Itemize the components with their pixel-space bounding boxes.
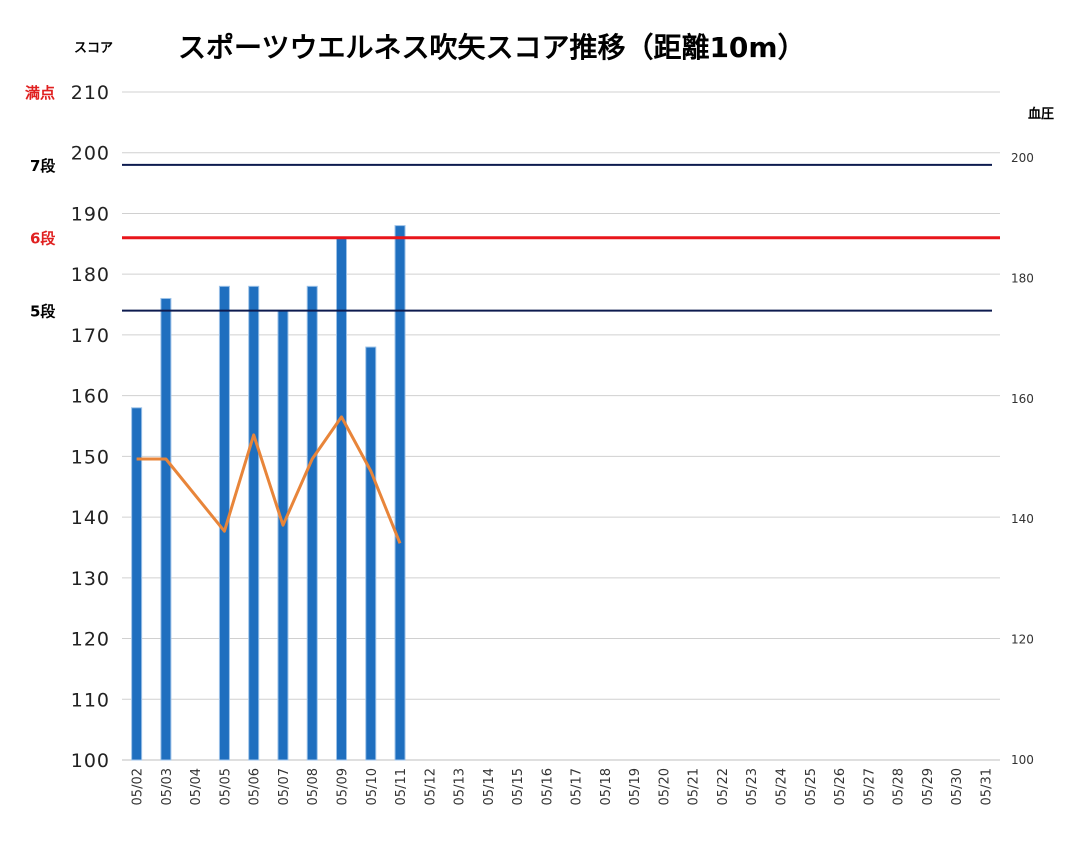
x-tick-label: 05/19 [628, 768, 643, 805]
y-axis-ticks: 100 110 120 130 140 150 160 170 180 190 200 210 [71, 82, 110, 772]
y-axis-label: スコア [74, 41, 113, 56]
y-tick-label: 200 [71, 143, 110, 165]
y2-axis-ticks: 100 120 140 160 180 200 [1011, 151, 1034, 767]
reference-label: 6段 [30, 230, 55, 248]
x-tick-label: 05/11 [394, 768, 409, 805]
y2-tick-label: 120 [1011, 633, 1034, 647]
y-tick-label: 180 [71, 264, 110, 286]
x-tick-label: 05/23 [745, 768, 760, 805]
x-tick-label: 05/27 [862, 768, 877, 805]
bar [306, 285, 318, 761]
line-path [136, 415, 402, 544]
bar [394, 225, 406, 761]
bar-series [131, 225, 406, 761]
bar [131, 407, 143, 761]
x-tick-label: 05/09 [336, 768, 351, 805]
y-tick-label: 140 [71, 507, 110, 529]
x-tick-label: 05/10 [365, 768, 380, 805]
y2-tick-label: 140 [1011, 512, 1034, 526]
x-tick-label: 05/20 [657, 768, 672, 805]
y-tick-label: 190 [71, 203, 110, 225]
y-tick-label: 150 [71, 446, 110, 468]
bar [336, 237, 347, 761]
y2-tick-label: 180 [1011, 271, 1034, 285]
grid [122, 91, 1000, 761]
x-tick-label: 05/21 [687, 768, 702, 805]
y2-tick-label: 160 [1011, 392, 1034, 406]
y2-axis-label: 血圧 [1028, 106, 1054, 122]
y2-tick-label: 100 [1011, 753, 1034, 767]
y-tick-label: 100 [71, 750, 110, 772]
x-tick-label: 05/04 [189, 768, 204, 805]
x-tick-label: 05/07 [277, 768, 292, 805]
x-tick-label: 05/25 [804, 768, 819, 805]
x-axis-ticks: 05/02 05/03 05/04 05/05 05/06 05/07 05/08 05/09… [131, 768, 995, 805]
x-tick-label: 05/13 [453, 768, 468, 805]
reference-lines: 満点 7段 6段 5段 [25, 84, 1000, 321]
bar [277, 310, 289, 761]
bar [365, 346, 377, 761]
y2-tick-label: 200 [1011, 151, 1034, 165]
x-tick-label: 05/14 [482, 768, 497, 805]
x-tick-label: 05/31 [979, 768, 994, 805]
x-tick-label: 05/12 [423, 768, 438, 805]
x-tick-label: 05/03 [160, 768, 175, 805]
x-tick-label: 05/02 [131, 768, 146, 805]
reference-label: 満点 [25, 84, 55, 102]
x-tick-label: 05/06 [248, 768, 263, 805]
chart-title: スポーツウエルネス吹矢スコア推移（距離10m） [178, 31, 806, 64]
x-tick-label: 05/24 [775, 768, 790, 805]
y-tick-label: 120 [71, 629, 110, 651]
x-tick-label: 05/08 [306, 768, 321, 805]
y-tick-label: 160 [71, 386, 110, 408]
line-series [136, 415, 402, 544]
x-tick-label: 05/05 [218, 768, 233, 805]
x-tick-label: 05/18 [599, 768, 614, 805]
x-tick-label: 05/17 [570, 768, 585, 805]
y-tick-label: 130 [71, 568, 110, 590]
x-tick-label: 05/15 [511, 768, 526, 805]
y-tick-label: 210 [71, 82, 110, 104]
y-tick-label: 170 [71, 325, 110, 347]
x-tick-label: 05/16 [540, 768, 555, 805]
x-tick-label: 05/28 [892, 768, 907, 805]
reference-label: 5段 [30, 303, 55, 321]
bar [160, 297, 172, 761]
bar [248, 285, 260, 761]
x-tick-label: 05/22 [716, 768, 731, 805]
x-tick-label: 05/29 [921, 768, 936, 805]
x-tick-label: 05/30 [950, 768, 965, 805]
reference-label: 7段 [30, 157, 55, 175]
y-tick-label: 110 [71, 689, 110, 711]
x-tick-label: 05/26 [833, 768, 848, 805]
